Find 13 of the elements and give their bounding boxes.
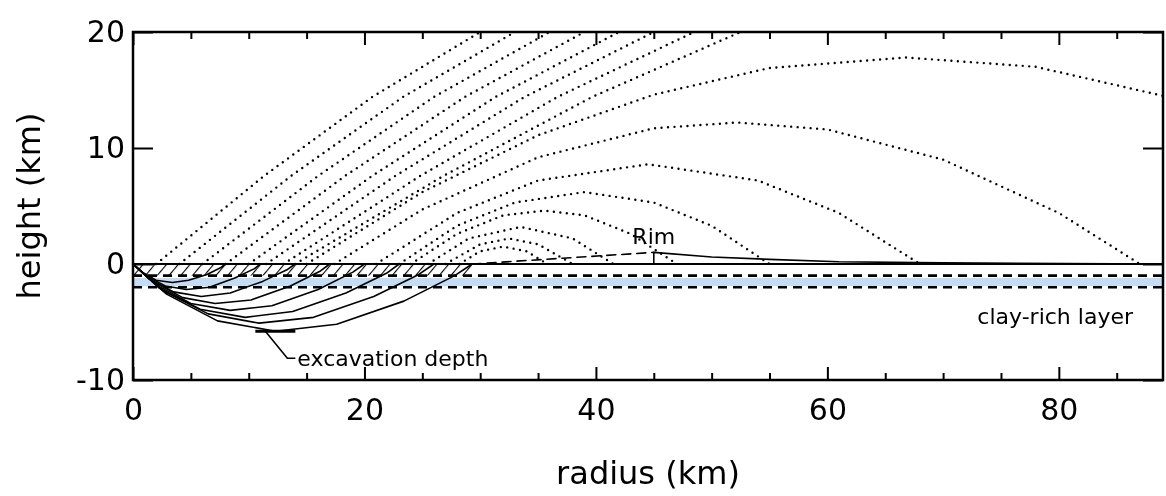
x-tick-label: 20 — [345, 392, 385, 427]
y-tick-label: 10 — [86, 130, 125, 166]
band-label: clay-rich layer — [977, 304, 1134, 330]
y-tick-label: -10 — [76, 362, 125, 398]
y-tick-label: 20 — [86, 14, 125, 50]
y-axis-title: height (km) — [10, 112, 48, 300]
x-axis-title: radius (km) — [556, 454, 740, 492]
x-tick-label: 60 — [808, 392, 847, 427]
x-tick-label: 40 — [577, 392, 616, 427]
annotation: excavation depth — [297, 346, 489, 372]
annotation: Rim — [632, 224, 676, 250]
x-tick-label: 80 — [1040, 392, 1079, 427]
y-tick-label: 0 — [105, 246, 125, 282]
